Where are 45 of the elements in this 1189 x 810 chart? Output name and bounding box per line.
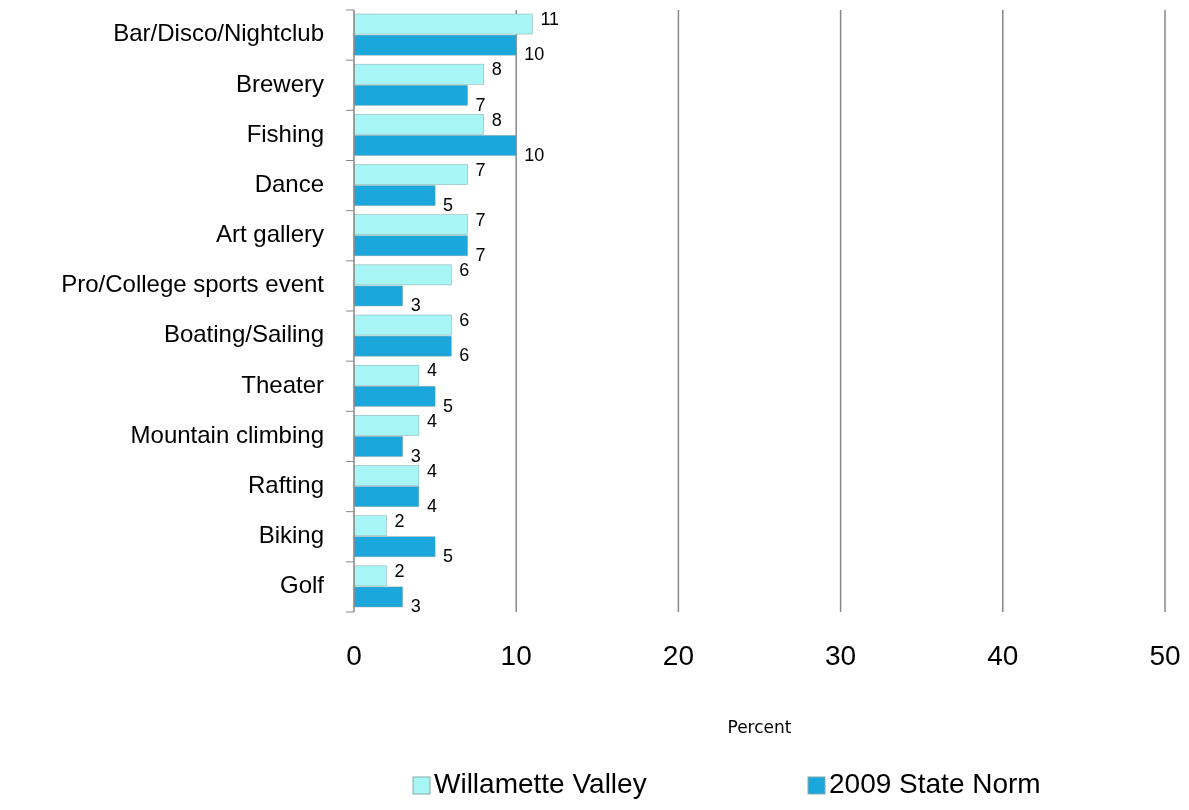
x-tick-label: 0 <box>346 640 362 671</box>
data-label: 7 <box>475 245 486 266</box>
data-label: 7 <box>475 209 486 230</box>
legend-label: 2009 State Norm <box>829 768 1041 800</box>
data-label: 4 <box>426 460 437 481</box>
x-axis-title: Percent <box>727 717 792 737</box>
data-label: 11 <box>540 9 560 30</box>
data-label: 3 <box>410 445 421 466</box>
y-tick-label: Rafting <box>247 470 324 498</box>
legend-label: Willamette Valley <box>434 768 647 800</box>
data-label: 10 <box>524 144 545 165</box>
y-tick-label: Biking <box>258 521 324 549</box>
data-label: 5 <box>443 546 454 567</box>
data-label: 3 <box>410 596 421 617</box>
x-tick-label: 50 <box>1149 640 1181 671</box>
data-label: 6 <box>459 260 470 281</box>
data-label: 8 <box>491 109 502 130</box>
y-tick-label: Theater <box>241 370 324 398</box>
data-label: 6 <box>459 345 470 366</box>
data-label: 4 <box>426 360 437 381</box>
data-label: 3 <box>410 295 421 316</box>
y-tick-label: Pro/College sports event <box>61 270 325 298</box>
data-label: 7 <box>475 94 486 115</box>
data-label: 8 <box>491 59 502 80</box>
data-label: 4 <box>426 410 437 431</box>
data-label: 10 <box>524 44 545 65</box>
data-label: 7 <box>475 159 486 180</box>
data-label: 2 <box>394 510 405 531</box>
data-label: 6 <box>459 310 470 331</box>
y-tick-label: Golf <box>279 571 325 599</box>
y-tick-label: Mountain climbing <box>130 420 324 448</box>
y-tick-label: Fishing <box>246 119 324 147</box>
x-tick-label: 40 <box>987 640 1019 671</box>
data-label: 5 <box>443 395 454 416</box>
data-label: 4 <box>426 495 437 516</box>
data-label: 5 <box>443 194 454 215</box>
x-tick-label: 20 <box>662 640 694 671</box>
x-tick-label: 30 <box>825 640 857 671</box>
y-tick-label: Dance <box>254 169 324 197</box>
y-tick-label: Boating/Sailing <box>163 320 324 348</box>
data-label: 2 <box>394 561 405 582</box>
y-tick-label: Art gallery <box>215 220 324 248</box>
y-tick-label: Bar/Disco/Nightclub <box>113 19 324 47</box>
y-tick-label: Brewery <box>235 69 324 97</box>
x-tick-label: 10 <box>500 640 532 671</box>
